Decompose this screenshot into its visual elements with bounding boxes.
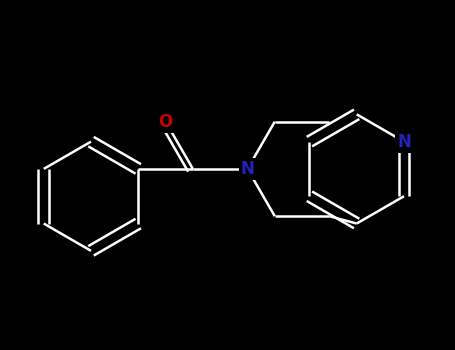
Text: N: N <box>397 133 411 150</box>
Text: O: O <box>158 113 173 131</box>
Text: N: N <box>241 160 254 178</box>
